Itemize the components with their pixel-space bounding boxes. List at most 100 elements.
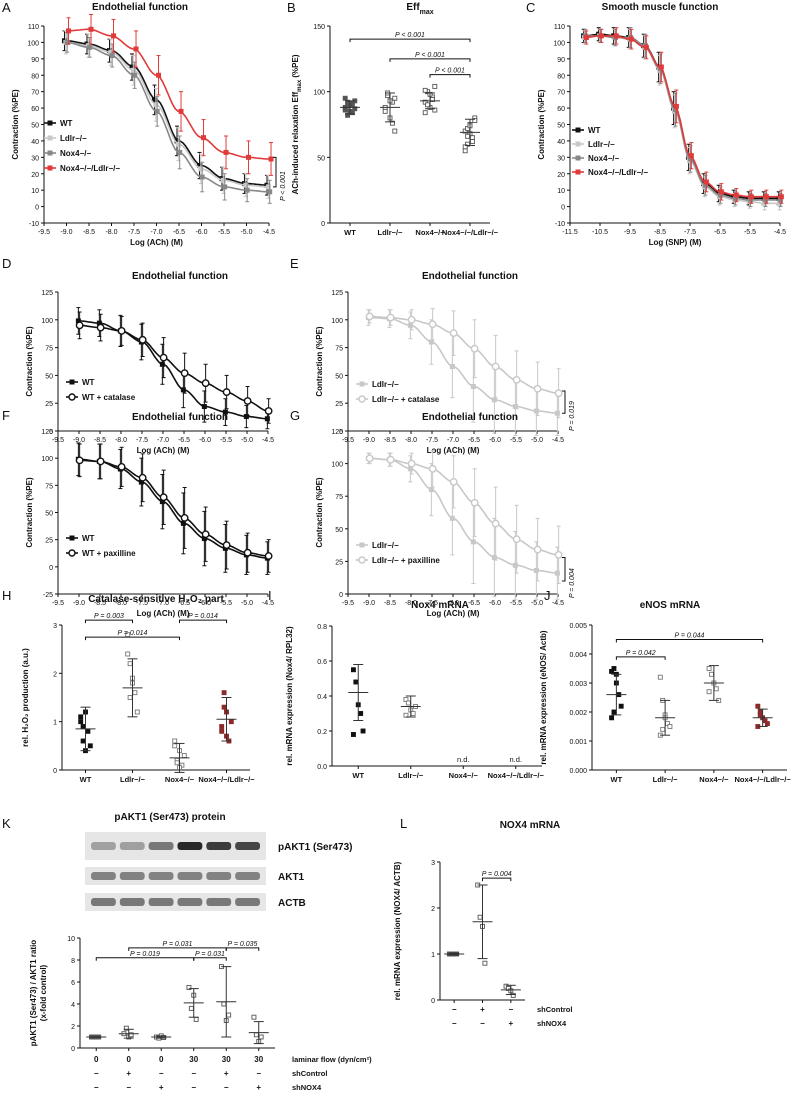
legend: WT WT + catalase — [66, 378, 136, 402]
data-point — [130, 67, 136, 73]
x-tick-label: -4.5 — [262, 600, 274, 607]
data-point — [201, 530, 210, 539]
x-tick-label: -5.0 — [531, 600, 543, 607]
data-point — [243, 414, 249, 420]
y-tick-label: 50 — [31, 123, 39, 130]
data-point — [117, 327, 126, 335]
y-tick-label: -10 — [555, 221, 565, 228]
p-value: P < 0.001 — [395, 32, 425, 39]
data-point — [449, 329, 458, 338]
data-point — [777, 197, 783, 203]
data-point — [764, 721, 770, 727]
x-tick-label: -7.0 — [447, 600, 459, 607]
data-point — [432, 83, 438, 89]
y-tick-label: 70 — [557, 90, 565, 97]
y-tick-label: 50 — [335, 373, 343, 380]
data-point — [628, 36, 634, 42]
y-tick-label: 0 — [71, 1046, 75, 1053]
data-point — [353, 679, 359, 685]
panel-letter-J: J — [544, 588, 551, 603]
x-tick-label: -5.0 — [241, 437, 253, 444]
data-point — [253, 1032, 259, 1038]
data-point — [220, 177, 226, 183]
data-point — [345, 112, 351, 118]
x-tick-label: Nox4−/−/Ldlr−/− — [488, 771, 545, 780]
data-point — [747, 197, 753, 203]
y-tick-label: 50 — [335, 527, 343, 534]
data-point — [174, 760, 180, 766]
y-axis-title: Contraction (%PE) — [315, 477, 324, 548]
p-bracket — [615, 656, 666, 660]
y-tick-label: 0.005 — [569, 623, 587, 630]
data-point — [96, 320, 102, 326]
legend: WT WT + paxilline — [66, 534, 136, 558]
data-point — [342, 107, 348, 113]
data-point — [428, 320, 437, 329]
series-1 — [75, 311, 273, 424]
data-point — [138, 473, 147, 482]
series-0 — [365, 452, 560, 600]
x-tick-label: Ldlr−/− — [120, 775, 146, 784]
series-1 — [582, 28, 783, 211]
series-1 — [75, 443, 273, 573]
data-point — [533, 545, 542, 554]
y-tick-label: 0 — [49, 565, 53, 572]
data-point — [709, 671, 714, 677]
data-point — [449, 477, 458, 486]
blot-band — [235, 898, 260, 906]
legend-label: Nox4−/−/Ldlr−/− — [588, 168, 648, 177]
x-tick-label: -8.5 — [94, 437, 106, 444]
data-point — [469, 135, 475, 141]
data-point — [755, 703, 761, 709]
data-point — [360, 728, 366, 734]
legend-label: WT — [82, 534, 95, 543]
chart-F: -25 0 25 50 75 100 125 -9.5 -9.0 -8.5 -8.0 -7.5 -7.0… — [25, 429, 274, 618]
y-axis-title: rel. H₂O₂ production (a.u.) — [21, 648, 30, 747]
data-point — [469, 139, 475, 145]
x-axis-title: Log (SNP) (M) — [649, 238, 702, 247]
x-tick-label: Nox4−/− — [699, 775, 729, 784]
row-value: 0 — [159, 1055, 164, 1064]
row-value: + — [256, 1083, 261, 1092]
data-point — [88, 26, 94, 32]
data-point — [132, 72, 138, 78]
x-tick-label: -7.0 — [150, 229, 162, 236]
panel-letter-G: G — [290, 408, 300, 423]
data-point — [609, 715, 615, 721]
legend-label: WT + paxilline — [82, 549, 136, 558]
data-point — [470, 344, 479, 353]
y-tick-label: 75 — [45, 346, 53, 353]
data-point — [533, 408, 539, 414]
data-point — [733, 192, 739, 198]
group-1 — [472, 882, 493, 1003]
data-point — [78, 719, 84, 725]
y-tick-label: 50 — [557, 123, 565, 130]
data-point — [748, 194, 754, 200]
p-bracket — [193, 957, 227, 961]
data-point — [258, 1034, 264, 1040]
data-point — [219, 728, 225, 734]
x-tick-label: -4.5 — [262, 437, 274, 444]
x-tick-label: -5.5 — [510, 600, 522, 607]
data-point — [706, 666, 712, 671]
data-point — [462, 144, 468, 150]
legend-marker — [47, 165, 53, 171]
data-point — [219, 724, 225, 729]
y-tick-label: 2 — [431, 906, 435, 913]
data-point — [598, 33, 604, 39]
y-tick-label: 25 — [335, 401, 343, 408]
data-point — [265, 184, 271, 190]
data-point — [386, 455, 395, 464]
data-point — [554, 410, 560, 416]
group-1: Ldlr−/− — [653, 674, 678, 784]
x-tick-label: -8.0 — [405, 600, 417, 607]
x-tick-label: -9.5 — [52, 600, 64, 607]
legend-marker — [359, 381, 365, 387]
data-point — [268, 156, 274, 162]
y-tick-label: 60 — [557, 106, 565, 113]
series-line — [78, 320, 269, 420]
data-point — [660, 726, 666, 732]
panel-letter-E: E — [290, 256, 299, 271]
y-tick-label: 0 — [561, 205, 565, 212]
